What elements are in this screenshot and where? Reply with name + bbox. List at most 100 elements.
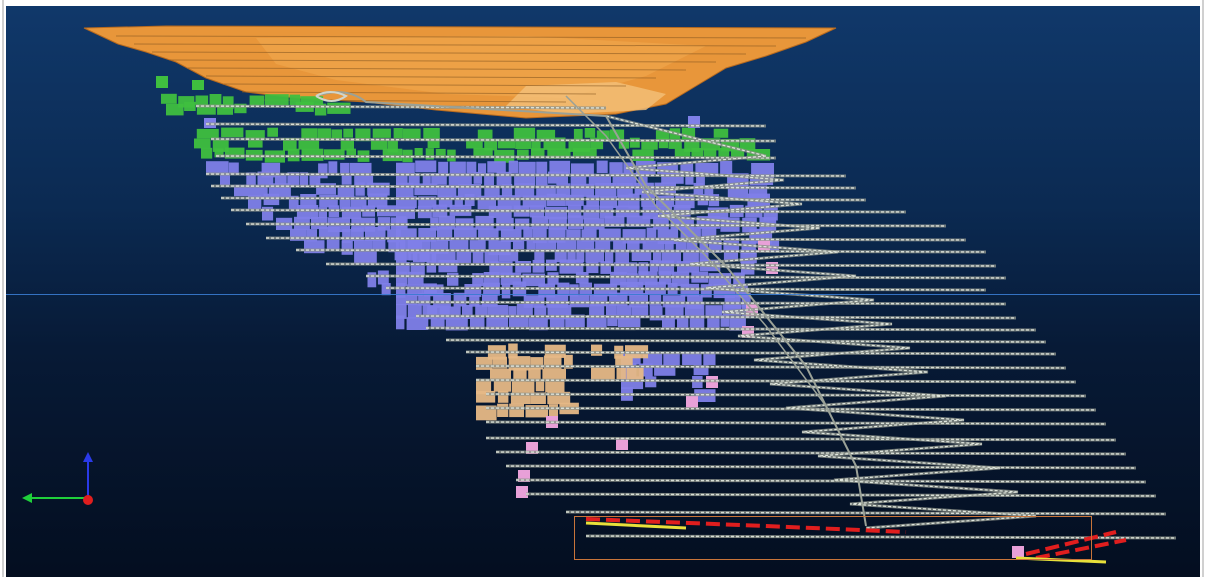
upper-stope-block	[515, 137, 531, 149]
upper-stope-block	[224, 147, 245, 159]
main-stope-block	[649, 293, 662, 306]
lower-stope-block	[476, 379, 492, 395]
lower-stope-block	[510, 392, 531, 405]
main-stope-block	[536, 174, 548, 188]
main-stope-block	[318, 207, 327, 219]
main-stope-block	[607, 314, 618, 327]
3d-viewport[interactable]	[6, 6, 1200, 577]
level-drive-texture	[445, 339, 1047, 343]
main-stope-block	[569, 284, 579, 297]
main-stope-block	[600, 261, 611, 274]
main-stope-block	[631, 249, 652, 261]
upper-stope-block	[497, 139, 516, 149]
upper-stope-block	[655, 130, 670, 142]
level-drive-texture	[495, 451, 1127, 455]
main-stope-block	[487, 161, 506, 173]
level-drive-texture	[515, 479, 1147, 483]
lower-stope-block	[530, 392, 546, 404]
main-stope-block	[472, 273, 484, 287]
main-stope-block	[518, 161, 536, 177]
main-stope-block	[729, 316, 746, 331]
main-stope-block	[588, 173, 611, 186]
main-stope-block	[741, 293, 751, 308]
upper-stope-block	[161, 93, 177, 104]
upper-stope-block	[596, 130, 610, 142]
main-stope-block	[367, 272, 377, 288]
main-stope-block	[596, 160, 608, 173]
selection-bounding-box[interactable]	[574, 516, 1092, 560]
level-drive-texture	[245, 223, 947, 227]
main-stope-block	[418, 196, 437, 208]
upper-stope-block	[414, 148, 423, 159]
pit-bench-line	[223, 83, 627, 87]
main-stope-block	[589, 304, 605, 317]
main-stope-block	[354, 250, 377, 265]
mine-model-scene[interactable]	[6, 6, 1200, 577]
level-drive-texture	[215, 155, 777, 159]
upper-stope-block	[221, 127, 244, 138]
pit-floor	[506, 82, 666, 114]
main-stope-block	[462, 304, 473, 319]
main-stope-block	[246, 172, 256, 186]
main-stope-block	[685, 173, 694, 185]
upper-stope-block	[248, 138, 263, 148]
main-stope-block	[508, 306, 517, 318]
upper-stope-block	[484, 139, 498, 151]
main-stope-block	[466, 161, 477, 174]
main-stope-block	[586, 314, 607, 329]
main-stope-block	[408, 173, 420, 188]
main-stope-block	[576, 250, 585, 263]
upper-stope-block	[435, 148, 446, 159]
main-stope-block	[426, 261, 437, 273]
orientation-axes-widget	[22, 452, 93, 505]
main-stope-block	[478, 163, 487, 176]
lower-stope-block	[476, 390, 496, 403]
upper-stope-block	[684, 140, 700, 152]
upper-stope-block	[590, 137, 604, 150]
main-stope-block	[355, 182, 365, 196]
main-stope-block	[680, 162, 694, 174]
level-drive-texture	[425, 327, 1037, 331]
main-stope-block	[422, 173, 431, 186]
upper-stope-block	[629, 137, 640, 148]
z-axis-arrow-icon	[83, 452, 93, 462]
main-stope-block	[427, 305, 450, 318]
main-stope-block	[549, 315, 565, 330]
upper-stope-block	[331, 129, 343, 139]
upper-stope-block	[731, 147, 745, 160]
ramp-path-texture	[605, 115, 1037, 529]
main-stope-block	[686, 238, 698, 251]
main-stope-block	[424, 284, 444, 297]
main-stope-block	[513, 237, 525, 250]
upper-stope-block	[531, 148, 545, 159]
main-stope-block	[677, 261, 699, 273]
upper-stope-block	[298, 138, 320, 150]
main-stope-block	[484, 173, 494, 188]
main-stope-block	[534, 305, 547, 317]
pit-bench-line	[169, 59, 717, 63]
level-drive-texture	[485, 393, 1087, 397]
main-stope-block	[699, 239, 709, 254]
main-stope-block	[388, 238, 399, 253]
x-axis-arrow-icon	[22, 493, 32, 503]
main-stope-block	[469, 293, 480, 307]
upper-stope-block	[249, 95, 265, 106]
main-stope-block	[274, 173, 287, 187]
level-drive-texture	[475, 379, 1077, 383]
main-stope-block	[340, 162, 350, 175]
level-drive-texture	[325, 263, 997, 267]
lower-stope-block	[591, 367, 615, 381]
main-stope-block	[642, 238, 665, 251]
lower-stope-block	[497, 403, 509, 417]
lower-stope-block	[528, 368, 541, 382]
main-stope-block	[733, 272, 745, 287]
level-drives[interactable]	[195, 104, 1177, 540]
main-stope-block	[576, 238, 595, 252]
upper-stope-block	[196, 128, 219, 139]
highlighted-bottom-level[interactable]	[585, 517, 1127, 564]
decline-ramp[interactable]	[315, 91, 1037, 530]
upper-stope-block	[713, 128, 729, 138]
lower-stope-block	[545, 379, 565, 393]
main-stope-block	[559, 259, 584, 274]
upper-stopes-green[interactable]	[156, 76, 771, 163]
